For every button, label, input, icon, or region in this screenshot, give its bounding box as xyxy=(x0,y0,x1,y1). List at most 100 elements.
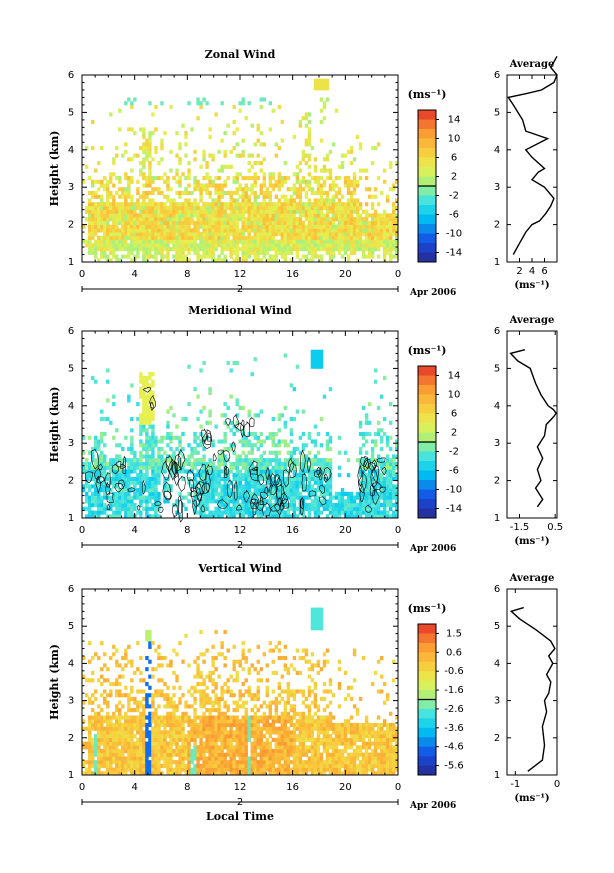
heatmap-cell xyxy=(385,488,390,493)
heatmap-cell xyxy=(253,183,257,188)
heatmap-cell xyxy=(88,250,92,255)
heatmap-cell xyxy=(169,205,173,211)
heatmap-cell xyxy=(115,506,119,511)
heatmap-cell xyxy=(106,220,110,225)
heatmap-cell xyxy=(376,484,381,489)
heatmap-cell xyxy=(208,213,212,218)
heatmap-cell xyxy=(169,469,173,474)
heatmap-cell xyxy=(142,224,146,229)
heatmap-cell xyxy=(169,748,173,754)
heatmap-cell xyxy=(94,480,98,485)
heatmap-cell xyxy=(115,258,119,263)
heatmap-cell xyxy=(148,161,152,166)
heatmap-cell xyxy=(208,461,212,467)
heatmap-cell xyxy=(88,495,92,500)
heatmap-cell xyxy=(250,187,254,192)
heatmap-cell xyxy=(115,741,119,746)
heatmap-cell xyxy=(100,480,104,485)
heatmap-cell xyxy=(298,217,303,222)
heatmap-cell xyxy=(133,491,137,496)
heatmap-cell xyxy=(151,228,155,233)
heatmap-cell xyxy=(184,495,188,500)
heatmap-cell xyxy=(271,213,276,218)
heatmap-cell xyxy=(322,198,327,203)
heatmap-cell xyxy=(298,473,303,478)
heatmap-cell xyxy=(370,232,375,237)
heatmap-cell xyxy=(271,224,276,229)
heatmap-cell xyxy=(178,250,182,255)
heatmap-cell xyxy=(331,209,336,214)
heatmap-cell xyxy=(250,510,254,515)
heatmap-cell xyxy=(157,760,161,765)
heatmap-cell xyxy=(316,484,321,489)
heatmap-cell xyxy=(178,142,182,147)
contour-line xyxy=(276,476,283,500)
heatmap-cell xyxy=(379,484,384,489)
heatmap-cell xyxy=(241,209,245,214)
heatmap-cell xyxy=(142,461,146,467)
heatmap-cell xyxy=(109,205,113,211)
heatmap-cell xyxy=(292,183,297,188)
heatmap-cell xyxy=(193,205,197,211)
heatmap-cell xyxy=(94,503,98,508)
heatmap-cell xyxy=(367,220,372,225)
heatmap-cell xyxy=(343,232,348,237)
heatmap-cell xyxy=(388,469,393,474)
heatmap-cell xyxy=(292,232,297,237)
heatmap-cell xyxy=(247,205,251,211)
heatmap-cell xyxy=(205,480,209,485)
heatmap-cell xyxy=(250,450,254,455)
heatmap-cell xyxy=(271,243,276,248)
heatmap-cell xyxy=(238,405,242,410)
heatmap-cell xyxy=(154,711,158,716)
heatmap-cell xyxy=(361,168,366,173)
heatmap-cell xyxy=(118,711,122,716)
heatmap-cell xyxy=(202,405,206,410)
heatmap-cell xyxy=(154,715,158,720)
heatmap-cell xyxy=(274,484,279,489)
heatmap-cell xyxy=(391,183,396,188)
heatmap-cell xyxy=(235,217,239,222)
heatmap-cell xyxy=(217,480,221,485)
heatmap-cell xyxy=(316,187,321,192)
heatmap-cell xyxy=(148,461,152,467)
heatmap-cell xyxy=(352,510,357,515)
heatmap-cell xyxy=(97,488,101,493)
profile-frame xyxy=(506,330,558,519)
contour-line xyxy=(248,460,258,475)
heatmap-cell xyxy=(217,205,221,211)
heatmap-cell xyxy=(142,473,146,478)
heatmap-cell xyxy=(82,763,86,768)
heatmap-cell xyxy=(388,514,393,519)
heatmap-cell xyxy=(268,491,272,496)
heatmap-cell xyxy=(259,250,263,255)
heatmap-cell xyxy=(157,473,161,478)
heatmap-cell xyxy=(169,168,173,173)
heatmap-cell xyxy=(112,394,116,399)
heatmap-cell xyxy=(109,503,113,508)
heatmap-cell xyxy=(169,745,173,750)
heatmap-cell xyxy=(154,443,158,448)
heatmap-cell xyxy=(199,205,203,211)
heatmap-cell xyxy=(235,142,239,147)
heatmap-cell xyxy=(136,771,140,776)
heatmap-cell xyxy=(220,488,224,493)
heatmap-cell xyxy=(160,142,164,147)
heatmap-cell xyxy=(271,247,276,252)
heatmap-cell xyxy=(217,514,221,519)
heatmap-cell xyxy=(88,741,92,746)
heatmap-cell xyxy=(127,737,131,742)
heatmap-cell xyxy=(154,239,158,244)
contour-line xyxy=(104,472,111,488)
heatmap-cell xyxy=(346,190,351,196)
heatmap-cell xyxy=(160,175,164,181)
heatmap-cell xyxy=(196,491,200,496)
heatmap-cell xyxy=(256,239,260,244)
heatmap-cell xyxy=(112,402,116,407)
heatmap-cell xyxy=(103,652,107,657)
colorbar-tick-label: -6 xyxy=(449,466,459,477)
heatmap-cell xyxy=(235,480,239,485)
heatmap-cell xyxy=(103,469,107,474)
heatmap-cell xyxy=(385,247,390,252)
heatmap-cell xyxy=(298,179,303,184)
